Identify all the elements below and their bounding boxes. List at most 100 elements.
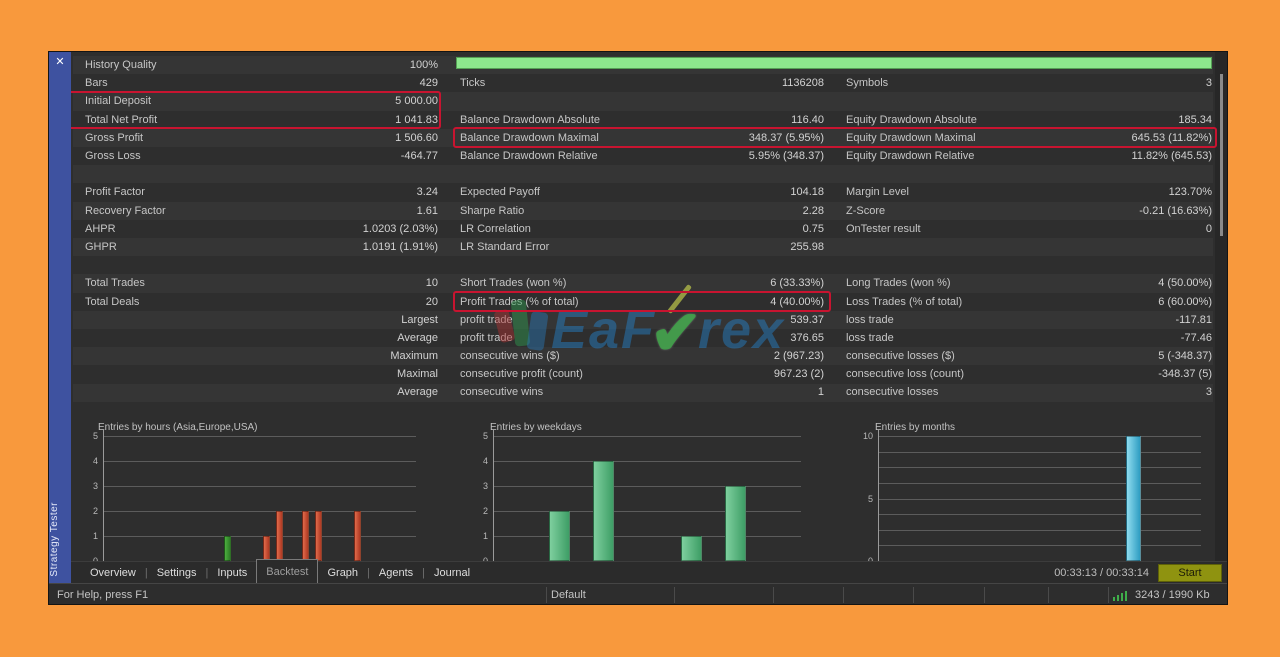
tab-agents[interactable]: Agents xyxy=(378,566,414,579)
chart-ytick-label: 1 xyxy=(482,531,488,541)
stat-value: 1.61 xyxy=(416,204,438,217)
stat-value: -348.37 (5) xyxy=(1158,368,1212,381)
stat-value: 20 xyxy=(425,295,438,308)
stat-row: Bars 429 xyxy=(85,74,438,92)
stat-value: 5 (-348.37) xyxy=(1158,350,1212,363)
tab-overview[interactable]: Overview xyxy=(90,566,136,579)
stat-row: loss trade -77.46 xyxy=(846,329,1212,347)
stat-row: consecutive loss (count) -348.37 (5) xyxy=(846,365,1212,383)
stat-value: 967.23 (2) xyxy=(773,368,824,381)
chart-ytick-label: 1 xyxy=(92,531,98,541)
stat-label: Recovery Factor xyxy=(85,204,166,217)
chart-bar xyxy=(724,486,746,561)
stat-value: 123.70% xyxy=(1168,186,1212,199)
stat-row: AHPR 1.0203 (2.03%) xyxy=(85,220,438,238)
chart-gridline xyxy=(879,482,1201,484)
chart-bar xyxy=(354,511,361,561)
stat-row: LR Standard Error 255.98 xyxy=(460,238,824,256)
tab-settings[interactable]: Settings xyxy=(156,566,197,579)
profile-name[interactable]: Default xyxy=(551,589,586,601)
stat-row: loss trade -117.81 xyxy=(846,311,1212,329)
stat-value: 116.40 xyxy=(791,113,824,126)
stat-label: profit trade xyxy=(460,313,513,326)
statusbar-divider xyxy=(1108,587,1109,603)
statusbar-divider xyxy=(773,587,774,603)
stat-value: 1 041.83 xyxy=(395,113,438,126)
chart-gridline xyxy=(879,514,1201,516)
stat-row: consecutive losses 3 xyxy=(846,383,1212,401)
stat-label: Total Net Profit xyxy=(85,113,158,126)
stat-value: 376.65 xyxy=(790,331,824,344)
stat-value: Maximal xyxy=(397,368,438,381)
stat-value: 100% xyxy=(409,59,438,72)
stat-value: 645.53 (11.82%) xyxy=(1131,131,1212,144)
stat-row: Profit Factor 3.24 xyxy=(85,183,438,201)
stat-value: 10 xyxy=(425,277,438,290)
stat-label: Equity Drawdown Maximal xyxy=(846,131,976,144)
close-icon[interactable]: ✕ xyxy=(55,56,65,68)
chart-gridline xyxy=(494,486,801,487)
tab-separator: | xyxy=(144,566,148,579)
stat-label: History Quality xyxy=(85,59,157,72)
stat-label: Margin Level xyxy=(846,186,909,199)
stat-value: -117.81 xyxy=(1175,313,1213,326)
stat-label: Initial Deposit xyxy=(85,95,152,108)
stat-label: LR Correlation xyxy=(460,222,531,235)
chart-y-axis xyxy=(878,430,879,561)
chart-gridline xyxy=(104,511,416,512)
chart-gridline xyxy=(879,498,1201,500)
statusbar-divider xyxy=(913,587,914,603)
stat-row: Maximum xyxy=(85,347,438,365)
stat-value: 11.82% (645.53) xyxy=(1131,150,1212,163)
stats-column-left: History Quality 100% Bars 429 Initial Deposi… xyxy=(85,56,438,402)
chart-gridline xyxy=(494,436,801,437)
stat-label: Long Trades (won %) xyxy=(846,277,951,290)
stat-row: GHPR 1.0191 (1.91%) xyxy=(85,238,438,256)
chart-ytick-label: 3 xyxy=(92,481,98,491)
chart-gridline xyxy=(879,545,1201,547)
stat-row: Ticks 1136208 xyxy=(460,74,824,92)
stat-label: consecutive profit (count) xyxy=(460,368,583,381)
stat-label: GHPR xyxy=(85,240,117,253)
chart-title: Entries by hours (Asia,Europe,USA) xyxy=(98,422,258,433)
stat-value: 1.0191 (1.91%) xyxy=(362,240,438,253)
stat-label: consecutive loss (count) xyxy=(846,368,964,381)
chart-gridline xyxy=(494,461,801,462)
stat-value: Average xyxy=(397,386,438,399)
stat-label: Balance Drawdown Maximal xyxy=(460,131,599,144)
statusbar-divider xyxy=(546,587,547,603)
tab-row: Overview | Settings | Inputs Backtest Graph | Ag… xyxy=(81,559,479,584)
stat-label: Equity Drawdown Relative xyxy=(846,150,975,163)
stat-label: Total Trades xyxy=(85,277,145,290)
statusbar-divider xyxy=(1048,587,1049,603)
stat-label: Loss Trades (% of total) xyxy=(846,295,963,308)
chart-gridline xyxy=(879,467,1201,469)
stat-value: -77.46 xyxy=(1180,331,1212,344)
tab-journal[interactable]: Journal xyxy=(434,566,471,579)
stat-row: Balance Drawdown Relative 5.95% (348.37) xyxy=(460,147,824,165)
stat-value: 2.28 xyxy=(802,204,824,217)
scrollbar-thumb[interactable] xyxy=(1220,74,1223,236)
chart-ytick-label: 4 xyxy=(482,456,488,466)
stat-row: OnTester result 0 xyxy=(846,220,1212,238)
stat-label: consecutive wins ($) xyxy=(460,350,560,363)
stat-row: Loss Trades (% of total) 6 (60.00%) xyxy=(846,292,1212,310)
chart-bar xyxy=(302,511,309,561)
stat-value: Largest xyxy=(401,313,438,326)
tab-inputs[interactable]: Inputs xyxy=(217,566,248,579)
chart-gridline xyxy=(494,536,801,537)
vertical-scrollbar[interactable] xyxy=(1215,52,1227,561)
tab-backtest[interactable]: Backtest xyxy=(256,559,319,583)
stat-value: 3 xyxy=(1205,77,1212,90)
tab-graph[interactable]: Graph xyxy=(327,566,359,579)
statusbar-divider xyxy=(984,587,985,603)
stat-row: Average xyxy=(85,329,438,347)
stat-row: Equity Drawdown Absolute 185.34 xyxy=(846,111,1212,129)
stat-row: Total Trades 10 xyxy=(85,274,438,292)
start-button[interactable]: Start xyxy=(1158,564,1222,582)
stat-label: profit trade xyxy=(460,331,513,344)
tab-separator: | xyxy=(205,566,209,579)
chart-bar xyxy=(315,511,322,561)
stat-label: Balance Drawdown Relative xyxy=(460,150,598,163)
tab-separator: | xyxy=(422,566,426,579)
